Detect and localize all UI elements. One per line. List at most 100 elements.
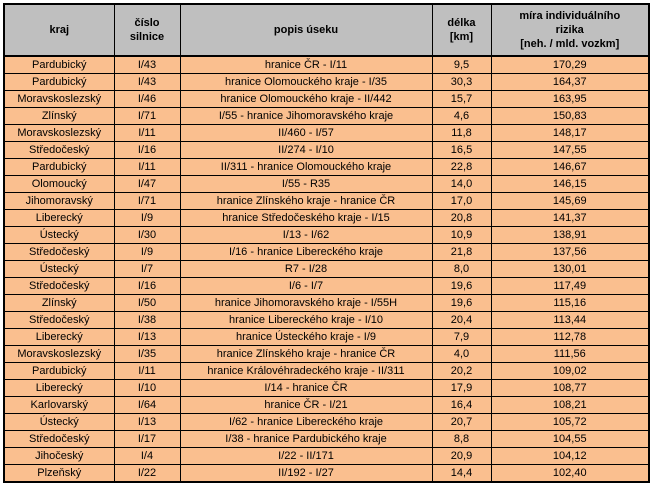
table-row: Liberecký I/13 hranice Ústeckého kraje - I… xyxy=(3,328,650,346)
column-header-cislo-silnice: číslo silnice xyxy=(113,3,181,57)
cell-cislo-silnice: I/71 xyxy=(113,107,181,125)
cell-popis-useku: hranice Jihomoravského kraje - I/55H xyxy=(179,294,433,312)
table-row: Ústecký I/30 I/13 - I/62 10,9 138,91 xyxy=(3,226,650,244)
cell-mira-rizika: 170,29 xyxy=(490,55,650,74)
cell-delka: 20,2 xyxy=(431,362,492,380)
cell-delka: 11,8 xyxy=(431,124,492,142)
table-row: Zlínský I/71 I/55 - hranice Jihomoravského… xyxy=(3,107,650,125)
cell-popis-useku: II/460 - I/57 xyxy=(179,124,433,142)
cell-popis-useku: hranice Ústeckého kraje - I/9 xyxy=(179,328,433,346)
table-row: Plzeňský I/22 II/192 - I/27 14,4 102,40 xyxy=(3,464,650,483)
cell-kraj: Středočeský xyxy=(3,311,115,329)
cell-mira-rizika: 104,55 xyxy=(490,430,650,448)
cell-kraj: Středočeský xyxy=(3,243,115,261)
cell-popis-useku: hranice Středočeského kraje - I/15 xyxy=(179,209,433,227)
cell-cislo-silnice: I/22 xyxy=(113,464,181,483)
cell-mira-rizika: 117,49 xyxy=(490,277,650,295)
cell-cislo-silnice: I/38 xyxy=(113,311,181,329)
cell-mira-rizika: 112,78 xyxy=(490,328,650,346)
table-row: Středočeský I/16 I/6 - I/7 19,6 117,49 xyxy=(3,277,650,295)
cell-popis-useku: I/22 - II/171 xyxy=(179,447,433,465)
cell-kraj: Středočeský xyxy=(3,277,115,295)
cell-popis-useku: hranice ČR - I/21 xyxy=(179,396,433,414)
cell-popis-useku: I/38 - hranice Pardubického kraje xyxy=(179,430,433,448)
cell-delka: 20,9 xyxy=(431,447,492,465)
cell-mira-rizika: 108,21 xyxy=(490,396,650,414)
cell-delka: 4,6 xyxy=(431,107,492,125)
cell-cislo-silnice: I/9 xyxy=(113,209,181,227)
cell-delka: 19,6 xyxy=(431,294,492,312)
table-row: Pardubický I/43 hranice Olomouckého kraje … xyxy=(3,73,650,91)
cell-delka: 14,0 xyxy=(431,175,492,193)
cell-mira-rizika: 102,40 xyxy=(490,464,650,483)
cell-kraj: Plzeňský xyxy=(3,464,115,483)
cell-delka: 21,8 xyxy=(431,243,492,261)
cell-delka: 17,9 xyxy=(431,379,492,397)
table-body: Pardubický I/43 hranice ČR - I/11 9,5 170,29… xyxy=(3,55,650,483)
cell-popis-useku: II/192 - I/27 xyxy=(179,464,433,483)
cell-mira-rizika: 146,67 xyxy=(490,158,650,176)
cell-kraj: Středočeský xyxy=(3,430,115,448)
table-row: Moravskoslezský I/11 II/460 - I/57 11,8 148,… xyxy=(3,124,650,142)
cell-delka: 8,0 xyxy=(431,260,492,278)
cell-kraj: Olomoucký xyxy=(3,175,115,193)
cell-cislo-silnice: I/17 xyxy=(113,430,181,448)
table-row: Liberecký I/10 I/14 - hranice ČR 17,9 108,77 xyxy=(3,379,650,397)
cell-popis-useku: I/6 - I/7 xyxy=(179,277,433,295)
cell-cislo-silnice: I/11 xyxy=(113,124,181,142)
cell-mira-rizika: 109,02 xyxy=(490,362,650,380)
cell-mira-rizika: 163,95 xyxy=(490,90,650,108)
cell-delka: 20,4 xyxy=(431,311,492,329)
table-row: Pardubický I/43 hranice ČR - I/11 9,5 170,29 xyxy=(3,55,650,74)
cell-delka: 14,4 xyxy=(431,464,492,483)
cell-kraj: Liberecký xyxy=(3,209,115,227)
cell-cislo-silnice: I/50 xyxy=(113,294,181,312)
cell-kraj: Ústecký xyxy=(3,413,115,431)
cell-kraj: Pardubický xyxy=(3,55,115,74)
cell-popis-useku: I/55 - hranice Jihomoravského kraje xyxy=(179,107,433,125)
cell-mira-rizika: 111,56 xyxy=(490,345,650,363)
table-row: Liberecký I/9 hranice Středočeského kraje … xyxy=(3,209,650,227)
cell-cislo-silnice: I/16 xyxy=(113,277,181,295)
cell-cislo-silnice: I/43 xyxy=(113,55,181,74)
cell-delka: 17,0 xyxy=(431,192,492,210)
cell-cislo-silnice: I/13 xyxy=(113,413,181,431)
column-header-delka: délka [km] xyxy=(431,3,492,57)
table-row: Středočeský I/9 I/16 - hranice Libereckého… xyxy=(3,243,650,261)
table-row: Středočeský I/17 I/38 - hranice Pardubické… xyxy=(3,430,650,448)
table-row: Ústecký I/13 I/62 - hranice Libereckého kr… xyxy=(3,413,650,431)
cell-cislo-silnice: I/4 xyxy=(113,447,181,465)
cell-delka: 10,9 xyxy=(431,226,492,244)
cell-kraj: Liberecký xyxy=(3,379,115,397)
cell-mira-rizika: 137,56 xyxy=(490,243,650,261)
cell-mira-rizika: 146,15 xyxy=(490,175,650,193)
cell-kraj: Ústecký xyxy=(3,260,115,278)
cell-kraj: Jihočeský xyxy=(3,447,115,465)
cell-delka: 20,7 xyxy=(431,413,492,431)
column-header-kraj: kraj xyxy=(3,3,115,57)
cell-delka: 30,3 xyxy=(431,73,492,91)
cell-mira-rizika: 145,69 xyxy=(490,192,650,210)
column-header-popis-useku: popis úseku xyxy=(179,3,433,57)
table-row: Moravskoslezský I/46 hranice Olomouckého k… xyxy=(3,90,650,108)
cell-cislo-silnice: I/47 xyxy=(113,175,181,193)
header-row: kraj číslo silnice popis úseku délka [km… xyxy=(3,3,650,57)
cell-popis-useku: hranice ČR - I/11 xyxy=(179,55,433,74)
table-row: Karlovarský I/64 hranice ČR - I/21 16,4 108,… xyxy=(3,396,650,414)
cell-cislo-silnice: I/11 xyxy=(113,362,181,380)
cell-popis-useku: II/311 - hranice Olomouckého kraje xyxy=(179,158,433,176)
cell-cislo-silnice: I/11 xyxy=(113,158,181,176)
cell-cislo-silnice: I/64 xyxy=(113,396,181,414)
cell-kraj: Středočeský xyxy=(3,141,115,159)
cell-kraj: Pardubický xyxy=(3,158,115,176)
cell-popis-useku: I/14 - hranice ČR xyxy=(179,379,433,397)
cell-delka: 22,8 xyxy=(431,158,492,176)
table-row: Středočeský I/38 hranice Libereckého kraje… xyxy=(3,311,650,329)
cell-cislo-silnice: I/43 xyxy=(113,73,181,91)
cell-delka: 16,5 xyxy=(431,141,492,159)
cell-mira-rizika: 147,55 xyxy=(490,141,650,159)
cell-popis-useku: I/16 - hranice Libereckého kraje xyxy=(179,243,433,261)
cell-mira-rizika: 113,44 xyxy=(490,311,650,329)
cell-mira-rizika: 108,77 xyxy=(490,379,650,397)
table-row: Jihomoravský I/71 hranice Zlínského kraje … xyxy=(3,192,650,210)
